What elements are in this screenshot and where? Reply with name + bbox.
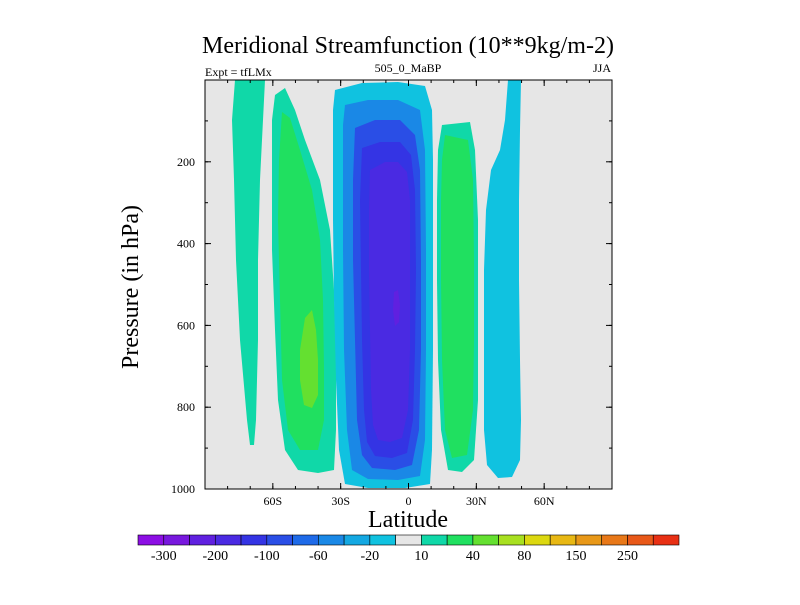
colorbar-swatch xyxy=(446,534,474,546)
chart-title: Meridional Streamfunction (10**9kg/m-2) xyxy=(202,33,614,59)
colorbar-swatch xyxy=(343,534,371,546)
colorbar-label: -200 xyxy=(202,549,228,564)
colorbar-label: -100 xyxy=(254,549,280,564)
period-label: 505_0_MaBP xyxy=(375,61,442,75)
nh-ferrel-negative xyxy=(484,80,521,478)
colorbar-label: -300 xyxy=(151,549,177,564)
season-label: JJA xyxy=(593,61,611,75)
x-tick-label: 60N xyxy=(534,494,555,508)
colorbar-swatch xyxy=(240,534,268,546)
x-tick-label: 60S xyxy=(263,494,282,508)
colorbar-swatch xyxy=(292,534,319,546)
sh-polar-cell xyxy=(232,80,265,445)
contour-layer xyxy=(232,80,521,488)
colorbar-label: 10 xyxy=(414,549,428,564)
sh-ferrel-cell-core xyxy=(300,310,318,408)
x-tick-label: 0 xyxy=(406,494,412,508)
y-axis-label: Pressure (in hPa) xyxy=(118,205,144,369)
colorbar-swatch xyxy=(524,534,551,546)
colorbar-label: 250 xyxy=(617,549,638,564)
y-tick-label: 200 xyxy=(177,155,195,169)
colorbar-swatch xyxy=(395,534,422,546)
y-tick-label: 600 xyxy=(177,318,195,332)
colorbar-swatch xyxy=(627,534,654,546)
colorbar-swatch xyxy=(575,534,603,546)
x-tick-label: 30N xyxy=(466,494,487,508)
x-axis-label: Latitude xyxy=(368,507,448,533)
y-tick-label: 400 xyxy=(177,237,195,251)
experiment-label: Expt = tfLMx xyxy=(205,65,272,79)
colorbar-swatch xyxy=(189,534,216,546)
colorbar-swatch xyxy=(652,534,680,546)
colorbar-swatch xyxy=(318,534,345,546)
colorbar-swatch xyxy=(549,534,577,546)
hadley-cell-level-200 xyxy=(369,162,410,442)
colorbar-label: -60 xyxy=(309,549,328,564)
hadley-cell-core xyxy=(393,290,400,326)
colorbar-swatch xyxy=(163,534,190,546)
colorbar: -300 -200 -100 -60 -20 10 40 80 150 250 xyxy=(137,534,680,564)
colorbar-swatch xyxy=(137,534,165,546)
nh-cell-level-40 xyxy=(441,135,474,458)
colorbar-label: 40 xyxy=(466,549,480,564)
colorbar-swatch xyxy=(214,534,242,546)
colorbar-swatch xyxy=(498,534,525,546)
y-axis: 200 400 600 800 1000 xyxy=(171,120,612,496)
colorbar-swatch xyxy=(266,534,293,546)
colorbar-label: 80 xyxy=(517,549,531,564)
colorbar-label: -20 xyxy=(361,549,380,564)
y-tick-label: 800 xyxy=(177,400,195,414)
colorbar-swatch xyxy=(472,534,499,546)
colorbar-swatch xyxy=(421,534,448,546)
y-tick-label: 1000 xyxy=(171,482,195,496)
colorbar-label: 150 xyxy=(565,549,586,564)
x-tick-label: 30S xyxy=(331,494,350,508)
colorbar-swatch xyxy=(369,534,396,546)
x-axis: 60S 30S 0 30N 60N xyxy=(227,80,590,508)
colorbar-swatch xyxy=(601,534,628,546)
